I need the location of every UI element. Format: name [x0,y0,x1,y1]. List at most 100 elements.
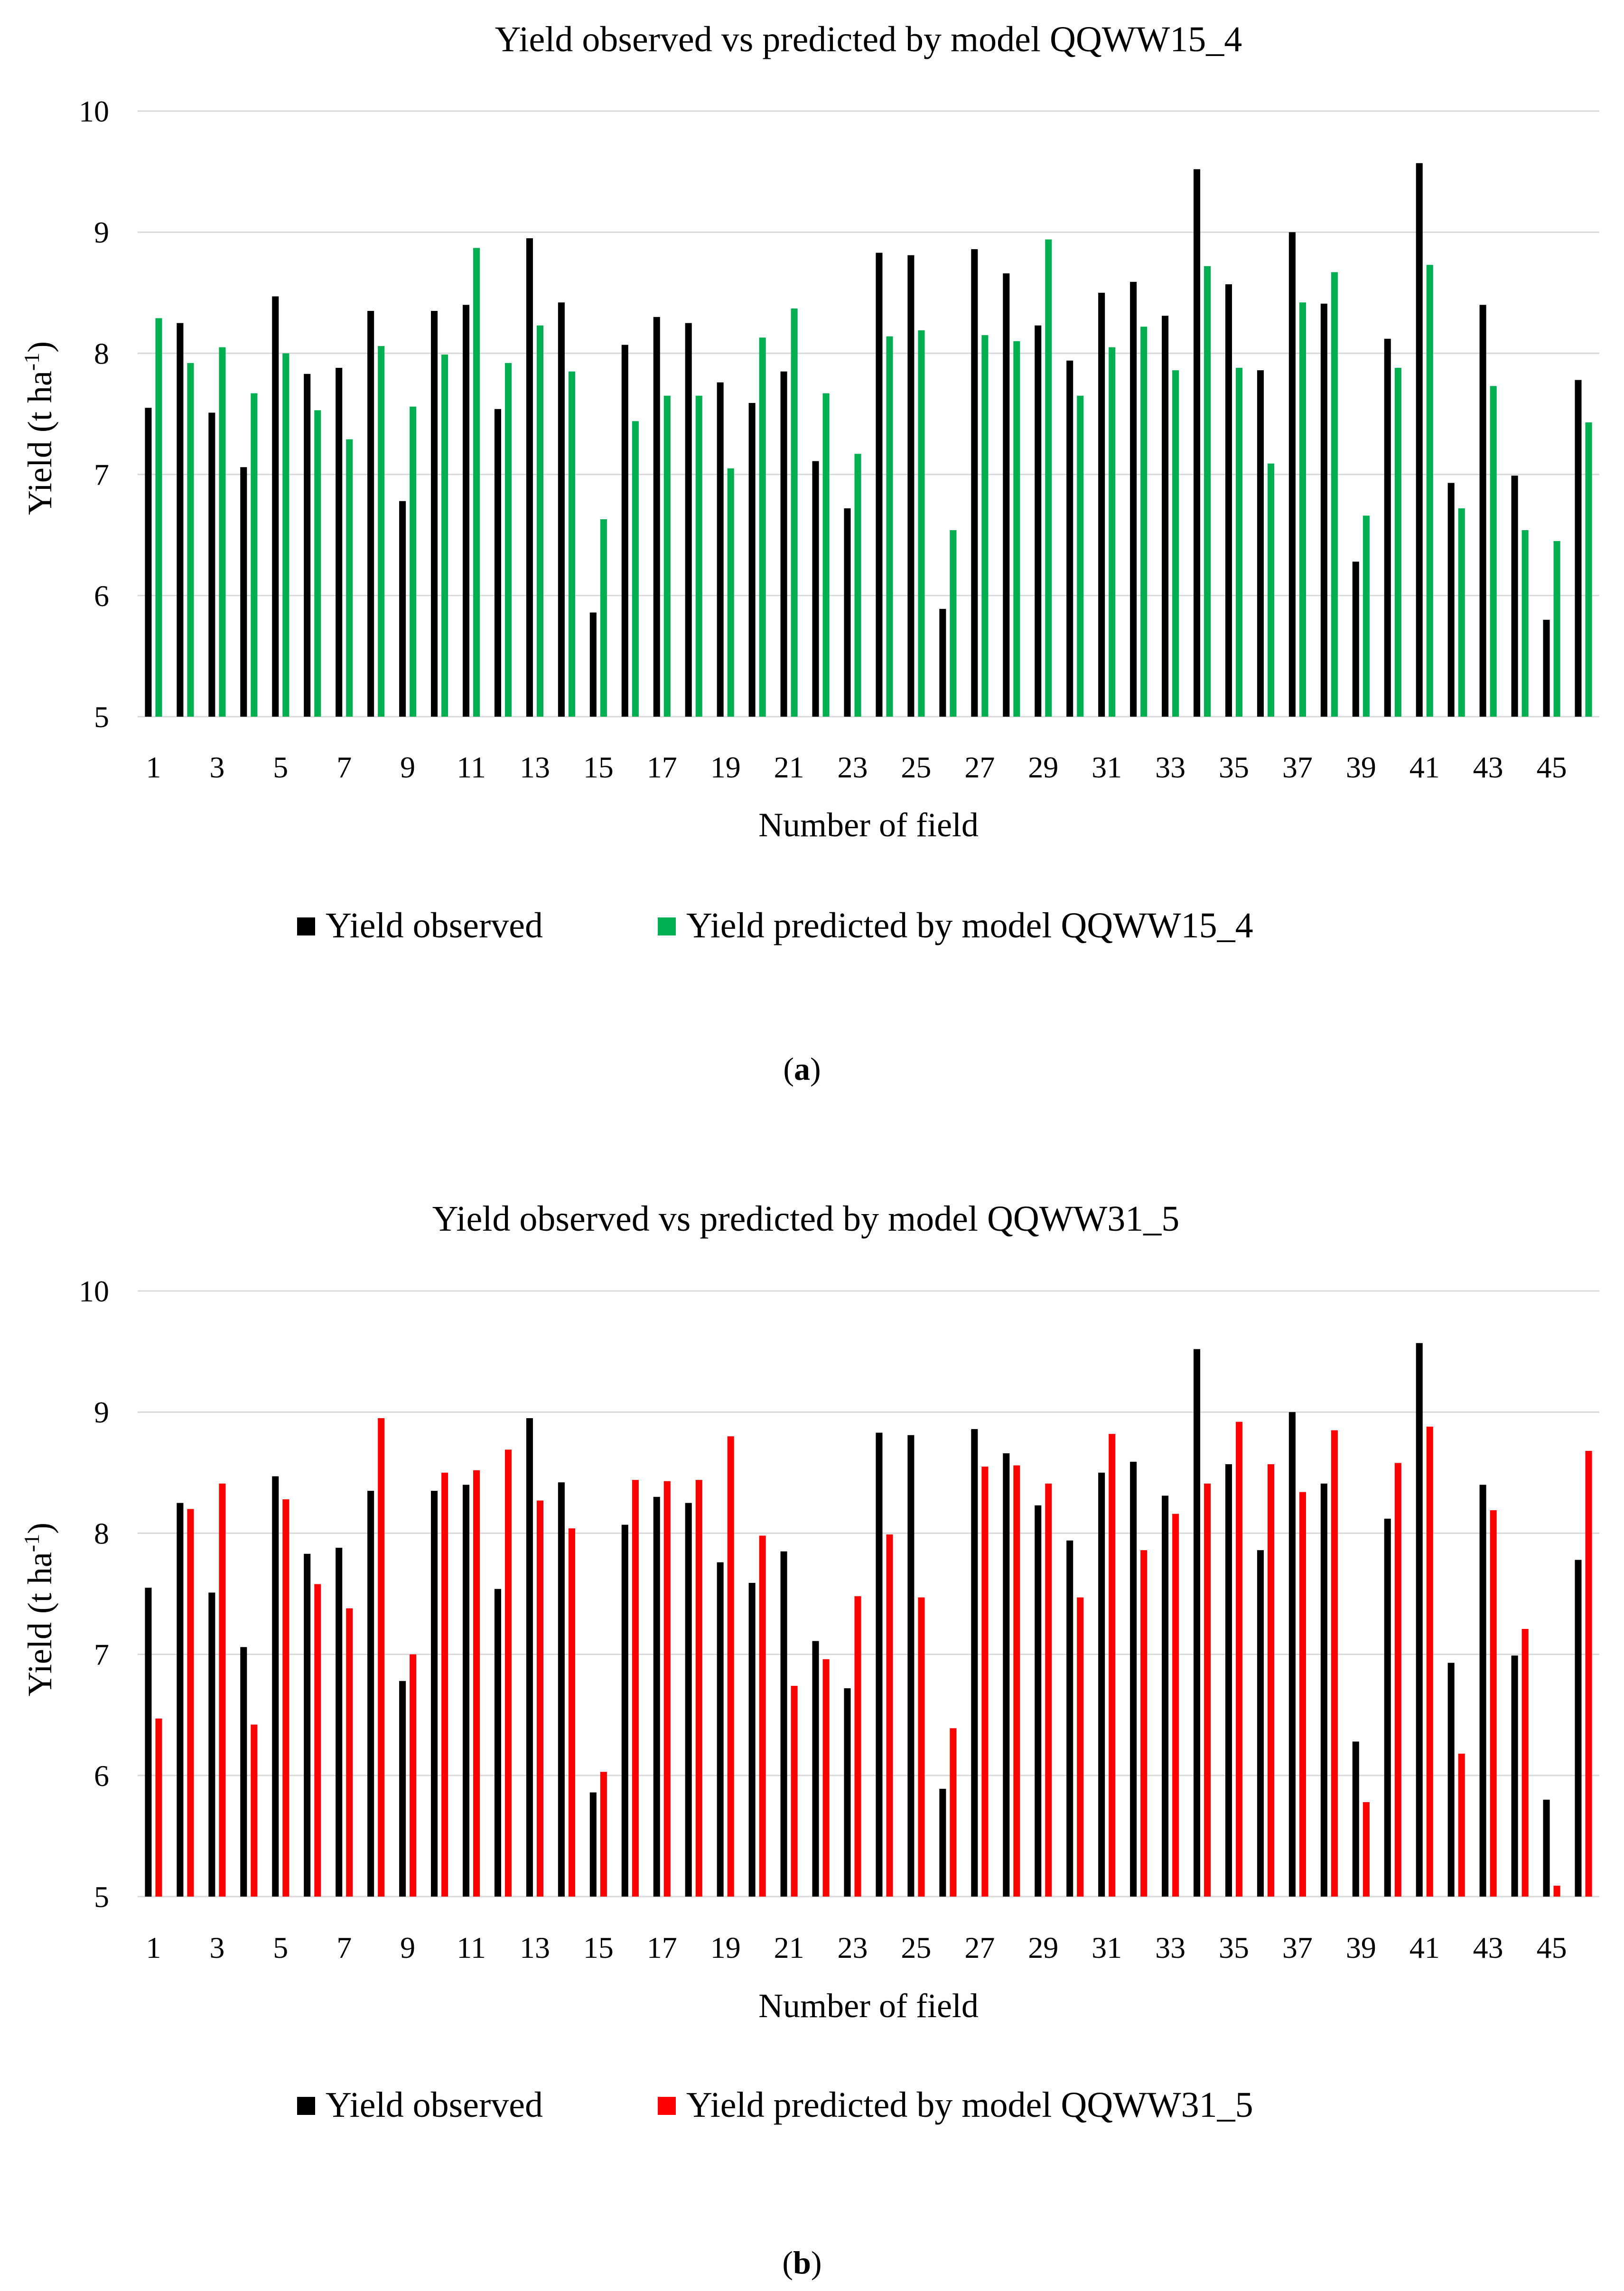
x-tick-label: 41 [1409,750,1440,784]
x-tick-label: 27 [964,750,995,784]
bar-observed-17 [653,1496,660,1897]
bar-predicted-9 [410,1654,417,1897]
bar-predicted-17 [663,1481,671,1897]
bar-observed-24 [876,252,883,717]
bar-observed-42 [1447,483,1455,717]
bar-predicted-9 [410,406,417,717]
bar-observed-18 [685,1503,692,1897]
bar-predicted-35 [1236,368,1243,717]
bar-predicted-31 [1109,1434,1116,1897]
bar-predicted-11 [473,248,480,717]
x-tick-label: 35 [1219,750,1249,784]
bar-predicted-42 [1458,1753,1465,1897]
bar-observed-13 [526,238,533,717]
bar-predicted-1 [155,318,162,717]
bar-observed-2 [177,323,184,717]
bar-observed-28 [1003,1453,1010,1897]
bar-observed-43 [1479,1485,1486,1897]
x-tick-label: 13 [520,1931,550,1964]
bar-predicted-22 [822,1659,830,1897]
x-tick-label: 9 [400,1931,415,1964]
bar-observed-16 [621,345,628,717]
bar-predicted-5 [282,1499,289,1897]
bar-predicted-3 [219,1483,226,1897]
bar-predicted-36 [1267,1464,1275,1897]
x-tick-label: 3 [209,750,224,784]
bar-observed-3 [208,412,215,717]
bar-predicted-20 [759,337,766,717]
legend-swatch-observed [297,2097,315,2115]
bar-predicted-25 [918,330,925,717]
bar-observed-37 [1288,1412,1296,1897]
x-tick-label: 19 [710,1931,741,1964]
bar-observed-35 [1225,1464,1232,1897]
bar-observed-20 [748,1583,756,1897]
bar-observed-34 [1193,1349,1201,1897]
bar-predicted-2 [187,363,194,717]
bar-predicted-5 [282,353,289,717]
bar-predicted-18 [695,395,702,717]
bar-predicted-29 [1045,1483,1052,1897]
bar-predicted-39 [1363,1802,1370,1897]
bar-observed-18 [685,323,692,717]
bar-observed-26 [939,1788,946,1897]
bar-predicted-46 [1585,422,1592,717]
bar-predicted-41 [1426,265,1433,717]
y-tick-labels: 5 6 7 8 9 10 [79,94,109,734]
legend-swatch-predicted [658,917,676,935]
bar-observed-39 [1352,1741,1359,1897]
x-tick-label: 17 [647,750,677,784]
bar-predicted-12 [505,1449,512,1897]
bar-observed-3 [208,1592,215,1897]
y-tick-label: 10 [79,94,109,128]
bar-predicted-3 [219,347,226,717]
bar-observed-38 [1320,303,1327,717]
bar-observed-42 [1447,1663,1455,1897]
bar-predicted-45 [1553,541,1560,717]
legend-label-predicted: Yield predicted by model QQWW15_4 [686,906,1253,945]
bar-predicted-38 [1331,1430,1338,1897]
x-tick-label: 33 [1155,1931,1185,1964]
bar-predicted-42 [1458,508,1465,717]
bar-observed-44 [1511,1655,1518,1897]
x-tick-label: 5 [273,750,288,784]
bar-predicted-21 [791,1685,798,1897]
x-tick-label: 39 [1346,1931,1376,1964]
bar-observed-46 [1575,380,1582,717]
bar-predicted-38 [1331,272,1338,717]
bar-observed-6 [304,374,311,717]
x-axis-label: Number of field [758,1987,979,2025]
bar-observed-33 [1162,1496,1169,1897]
bar-observed-36 [1257,1550,1264,1897]
y-tick-labels: 5 6 7 8 9 10 [79,1274,109,1914]
x-tick-label: 43 [1473,750,1503,784]
x-tick-label: 15 [583,750,614,784]
bar-observed-40 [1384,338,1391,717]
bar-predicted-1 [155,1718,162,1897]
bar-observed-4 [240,467,247,717]
bar-predicted-37 [1299,302,1306,717]
bar-observed-5 [272,1476,279,1897]
bar-predicted-21 [791,308,798,717]
bar-predicted-4 [251,1724,258,1897]
bar-observed-11 [462,1485,470,1897]
bar-predicted-16 [632,1480,639,1897]
bar-predicted-24 [886,1534,893,1897]
bar-predicted-39 [1363,515,1370,717]
bar-observed-14 [558,302,565,717]
bar-predicted-4 [251,393,258,717]
x-tick-label: 23 [838,1931,868,1964]
bar-observed-15 [589,612,597,717]
y-tick-label: 5 [94,700,109,734]
bar-predicted-28 [1013,1465,1020,1897]
x-tick-label: 11 [457,750,486,784]
chart-panel-a: Yield observed vs predicted by model QQW… [19,19,1599,1087]
bar-observed-32 [1130,1461,1137,1897]
bar-predicted-31 [1109,347,1116,717]
bar-observed-41 [1416,1343,1423,1897]
bar-observed-5 [272,296,279,717]
x-tick-label: 29 [1028,750,1058,784]
bar-observed-1 [145,1588,152,1897]
bar-observed-4 [240,1647,247,1897]
